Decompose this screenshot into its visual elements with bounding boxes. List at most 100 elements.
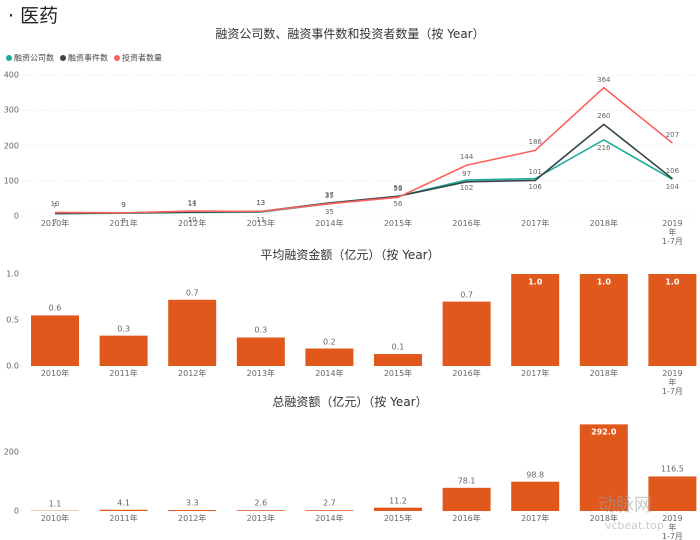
data-label: 207 (665, 131, 680, 140)
bar (31, 315, 79, 366)
data-label: 364 (597, 75, 611, 84)
bar (99, 509, 148, 511)
bar (648, 274, 697, 366)
data-label: 10 (187, 216, 197, 225)
bar (648, 476, 697, 511)
x-tick-label: 2016年 (452, 219, 481, 228)
x-tick-label: 2012年 (178, 369, 207, 378)
bar (442, 301, 491, 366)
x-tick-label: 2017年 (521, 219, 550, 228)
legend-swatch (60, 55, 66, 61)
y-tick-label: 400 (3, 70, 19, 80)
y-tick-label: 0 (13, 506, 19, 516)
bar (511, 274, 560, 366)
y-tick-label: 100 (3, 176, 19, 186)
x-tick-label: 2017年 (521, 369, 550, 378)
x-tick-label: 2010年 (40, 219, 70, 228)
x-tick-label: 2014年 (315, 514, 344, 523)
data-label: 8 (121, 217, 126, 226)
data-label: 9 (121, 200, 126, 209)
data-label: 9 (121, 200, 126, 209)
bar (305, 510, 354, 511)
data-label: 56 (393, 184, 403, 193)
x-tick-label: 2018年 (589, 369, 618, 378)
data-label: 1.0 (596, 277, 611, 287)
line (54, 86, 673, 214)
y-tick-label: 0.0 (6, 361, 19, 371)
y-tick-label: 200 (3, 447, 19, 457)
data-label: 14 (187, 199, 197, 208)
bar (374, 354, 422, 366)
y-tick-label: 200 (3, 140, 19, 150)
data-label: 106 (528, 182, 542, 191)
bar (236, 510, 285, 511)
data-label: 144 (459, 153, 474, 162)
x-tick-label: 2011年 (109, 219, 138, 228)
x-tick-label: 2011年 (109, 369, 138, 378)
bar (579, 424, 628, 511)
data-label: 13 (256, 199, 266, 208)
x-tick-label: 2014年 (315, 369, 344, 378)
data-label: 78.1 (457, 476, 476, 486)
legend-swatch (114, 55, 120, 61)
data-label: 37 (324, 190, 334, 199)
data-label: 11 (256, 216, 266, 225)
data-label: 4.1 (117, 498, 130, 508)
x-tick-label: 2018年 (589, 219, 618, 228)
x-tick-label: 2019年 1-7月 (661, 369, 683, 397)
chart-title: 总融资额（亿元）（按 Year） (272, 395, 428, 410)
x-tick-label: 2012年 (178, 514, 207, 523)
watermark-site: vcbeat.top (605, 519, 664, 532)
legend-label: 融资事件数 (68, 53, 108, 63)
watermark-name: 动脉网 (598, 495, 652, 516)
data-label: 35 (324, 207, 334, 216)
x-tick-label: 2019年 1-7月 (661, 514, 683, 540)
legend-label: 融资公司数 (14, 53, 54, 63)
bar (511, 481, 560, 511)
x-tick-label: 2014年 (315, 219, 344, 228)
data-label: 104 (665, 183, 680, 192)
y-tick-label: 0 (13, 211, 19, 221)
x-tick-label: 2013年 (246, 514, 275, 523)
x-tick-label: 2015年 (383, 514, 413, 523)
data-label: 0.7 (460, 290, 473, 299)
page-title: · 医药 (8, 5, 59, 27)
bar (236, 337, 285, 366)
data-label: 260 (597, 112, 611, 121)
x-tick-label: 2010年 (40, 369, 70, 378)
data-label: 101 (528, 168, 542, 177)
data-label: 97 (462, 169, 472, 178)
chart-title: 融资公司数、融资事件数和投资者数量（按 Year） (215, 27, 485, 42)
x-tick-label: 2019年 1-7月 (661, 219, 683, 247)
x-tick-label: 2016年 (452, 369, 481, 378)
data-label: 35 (324, 191, 334, 200)
data-label: 98.8 (526, 470, 545, 480)
x-tick-label: 2016年 (452, 514, 481, 523)
data-label: 11 (187, 200, 197, 209)
data-label: 106 (665, 166, 680, 175)
x-tick-label: 2017年 (521, 514, 550, 523)
data-label: 0.3 (117, 324, 130, 334)
bar (579, 274, 628, 366)
data-label: 1.0 (528, 277, 543, 287)
x-tick-label: 2015年 (383, 219, 413, 228)
line (54, 138, 673, 215)
data-label: 0.3 (254, 325, 268, 335)
legend-label: 投资者数量 (122, 53, 162, 63)
chart-title: 平均融资金额（亿元）（按 Year） (260, 248, 440, 263)
data-label: 7 (52, 201, 58, 210)
data-label: 11.2 (389, 496, 407, 506)
data-label: 292.0 (591, 427, 617, 437)
data-label: 3.3 (185, 498, 199, 508)
bar (168, 510, 217, 511)
data-label: 13 (256, 199, 266, 208)
data-label: 2.7 (323, 498, 336, 508)
data-label: 2.6 (254, 498, 268, 508)
x-tick-label: 2012年 (178, 219, 207, 228)
data-label: 116.5 (660, 464, 684, 474)
y-tick-label: 0.5 (6, 315, 19, 325)
x-tick-label: 2011年 (109, 514, 138, 523)
x-tick-label: 2010年 (40, 514, 70, 523)
